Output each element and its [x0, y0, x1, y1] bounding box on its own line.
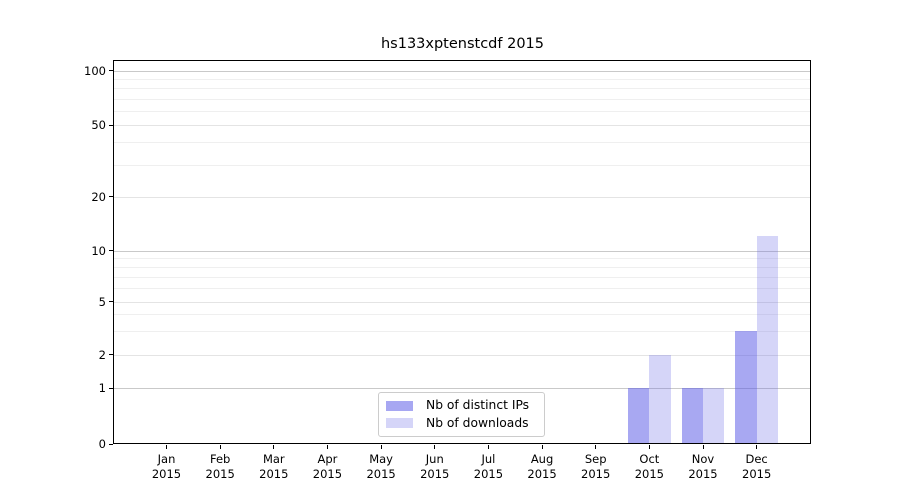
y-tick-label: 0: [98, 437, 106, 451]
x-tick-mark: [326, 445, 329, 449]
y-tick-label: 100: [84, 63, 106, 78]
gridline-minor: [114, 98, 810, 100]
bar-downloads-dec: [756, 236, 779, 444]
x-tick-mark: [702, 445, 704, 449]
chart-title: hs133xptenstcdf 2015: [380, 36, 545, 52]
x-tick-mark: [166, 445, 168, 449]
gridline-minor: [114, 266, 810, 268]
y-tick-label: 20: [91, 189, 106, 204]
gridline-minor: [114, 110, 810, 112]
x-tick-label: Mar 2015: [259, 452, 289, 481]
y-tick-mark: [109, 387, 113, 389]
x-tick-mark: [595, 445, 597, 449]
gridline-minor: [114, 164, 810, 166]
gridline-minor: [114, 276, 810, 278]
y-tick-label: 50: [91, 118, 106, 132]
x-tick-label: May 2015: [366, 452, 396, 481]
legend-swatch-downloads: [386, 418, 413, 429]
x-tick-mark: [380, 445, 382, 449]
x-tick-label: Oct 2015: [634, 452, 664, 481]
bar-distinct-ips-oct: [627, 388, 650, 444]
legend-item-distinct-ips: Nb of distinct IPs: [386, 398, 544, 413]
y-tick-label: 10: [91, 243, 106, 258]
x-tick-label: Dec 2015: [742, 452, 772, 481]
legend-label-downloads: Nb of downloads: [426, 416, 529, 430]
y-tick-label: 5: [98, 294, 106, 309]
y-tick-mark: [109, 124, 113, 126]
x-tick-label: Jun 2015: [420, 452, 450, 481]
y-tick-mark: [109, 443, 113, 445]
x-tick-label: Jul 2015: [473, 452, 504, 481]
gridline-major: [114, 250, 810, 252]
y-tick-mark: [109, 354, 113, 356]
x-tick-mark: [648, 445, 651, 449]
x-tick-label: Aug 2015: [527, 452, 557, 481]
y-tick-label: 2: [98, 347, 106, 362]
x-tick-mark: [487, 445, 490, 449]
gridline-minor: [114, 88, 810, 90]
gridline-minor: [114, 78, 810, 80]
gridline-minor: [114, 258, 810, 260]
x-tick-label: Apr 2015: [312, 452, 343, 481]
gridline-minor: [114, 331, 810, 333]
x-tick-mark: [434, 445, 436, 449]
gridline: [114, 354, 810, 356]
legend: Nb of distinct IPs Nb of downloads: [378, 392, 545, 437]
gridline-major: [114, 388, 810, 389]
legend-label-distinct-ips: Nb of distinct IPs: [426, 398, 530, 413]
legend-item-downloads: Nb of downloads: [386, 416, 544, 431]
gridline-major: [114, 70, 810, 72]
gridline: [114, 125, 810, 126]
bar-distinct-ips-dec: [735, 331, 757, 444]
y-tick-mark: [109, 196, 113, 198]
y-tick-mark: [109, 301, 113, 303]
gridline: [114, 301, 810, 303]
x-tick-mark: [273, 445, 275, 449]
gridline-minor: [114, 142, 810, 144]
gridline: [114, 196, 810, 198]
y-tick-label: 1: [98, 381, 106, 395]
x-tick-mark: [541, 445, 543, 449]
bar-distinct-ips-nov: [681, 388, 703, 444]
y-tick-mark: [109, 250, 113, 252]
x-tick-label: Sep 2015: [581, 452, 611, 481]
bar-downloads-oct: [649, 354, 671, 444]
legend-swatch-distinct-ips: [386, 400, 413, 411]
x-tick-mark: [219, 445, 221, 449]
x-tick-mark: [756, 445, 758, 449]
y-tick-mark: [109, 70, 113, 72]
x-tick-label: Feb 2015: [205, 452, 235, 481]
bar-downloads-nov: [703, 388, 725, 444]
x-tick-label: Nov 2015: [688, 452, 718, 481]
gridline-minor: [114, 314, 810, 316]
gridline-minor: [114, 288, 810, 290]
x-tick-label: Jan 2015: [151, 452, 182, 481]
